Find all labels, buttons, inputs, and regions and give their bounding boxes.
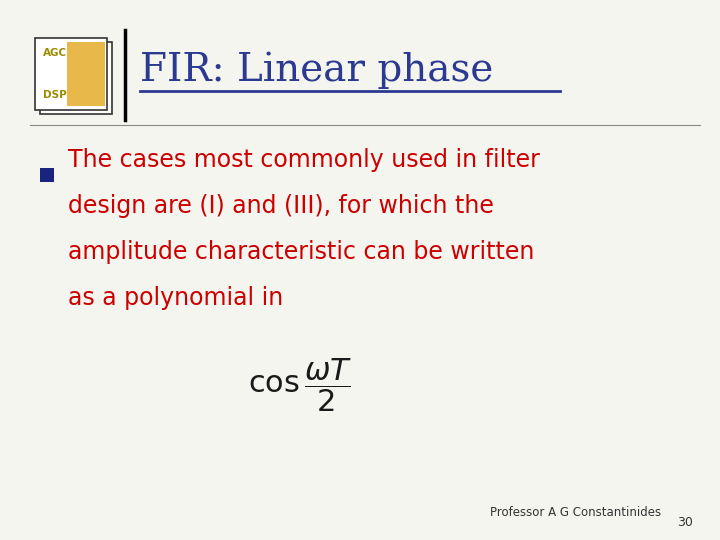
- FancyBboxPatch shape: [40, 42, 112, 114]
- Text: design are (I) and (III), for which the: design are (I) and (III), for which the: [68, 194, 494, 218]
- Text: DSP: DSP: [43, 90, 67, 100]
- Text: 30: 30: [677, 516, 693, 529]
- Text: $\mathrm{cos}\,\dfrac{\omega T}{2}$: $\mathrm{cos}\,\dfrac{\omega T}{2}$: [248, 356, 352, 414]
- Text: FIR: Linear phase: FIR: Linear phase: [140, 51, 493, 89]
- Text: as a polynomial in: as a polynomial in: [68, 286, 283, 310]
- Bar: [40, 168, 54, 182]
- Text: Professor A G Constantinides: Professor A G Constantinides: [490, 505, 661, 518]
- Text: AGC: AGC: [43, 48, 67, 58]
- FancyBboxPatch shape: [35, 38, 107, 110]
- Bar: [68, 42, 105, 106]
- Text: amplitude characteristic can be written: amplitude characteristic can be written: [68, 240, 534, 264]
- Text: The cases most commonly used in filter: The cases most commonly used in filter: [68, 148, 540, 172]
